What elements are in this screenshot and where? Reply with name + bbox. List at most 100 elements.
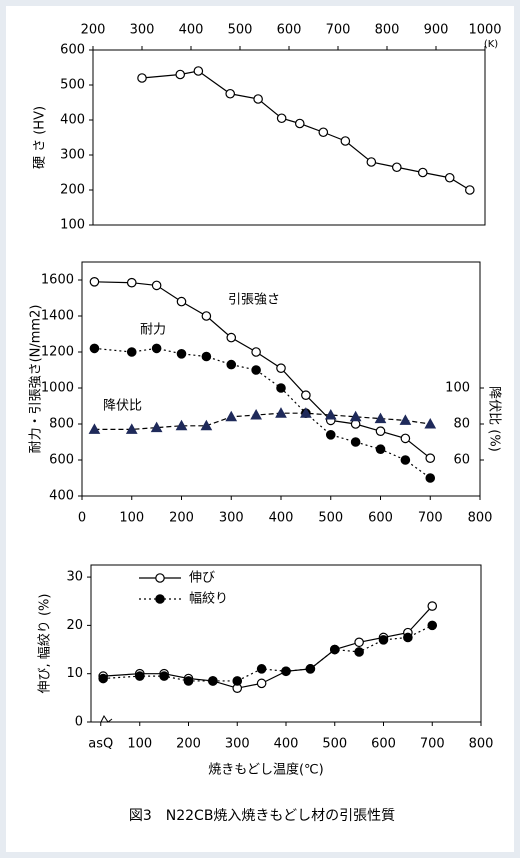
x-tick-label: 700 [326,23,351,38]
x-tick-label: 600 [371,737,396,752]
marker [201,351,212,362]
y-axis-title: 伸び, 幅絞り (%) [38,594,53,694]
marker [325,429,336,440]
x-tick-label: 800 [375,23,400,38]
y-tick-label: 600 [49,453,74,468]
marker [340,136,351,146]
marker [444,172,455,183]
marker [350,437,361,447]
series-label: 耐力 [140,323,166,338]
x-tick-label: 400 [269,511,294,526]
marker [126,347,137,357]
marker [391,162,402,173]
y-tick-label: 1200 [41,345,74,360]
marker [276,363,286,373]
marker [134,671,145,681]
x-tick-label: 100 [127,737,152,752]
marker [175,69,186,80]
legend-label: 伸び [189,571,215,586]
y-tick-label: 600 [60,43,85,58]
marker [301,390,311,400]
marker [399,414,412,425]
marker [354,647,364,657]
y-tick-label: 400 [49,489,74,504]
x-axis-title: 焼きもどし温度(℃) [208,762,323,778]
y-tick-label: 200 [60,183,85,198]
marker [403,632,413,643]
marker [374,412,387,424]
x-tick-label: 800 [469,737,494,752]
series-line [94,412,431,430]
marker [208,676,218,686]
marker [253,94,263,104]
y-tick-label: 800 [49,417,74,432]
marker [176,348,187,359]
x-tick-label: 1000 [468,23,501,38]
legend-marker [155,594,165,604]
x-tick-label: 500 [228,23,253,38]
marker [300,407,312,418]
x-axis-title: (K) [484,39,498,50]
y-tick-label: 20 [66,618,83,633]
x-tick-label: 700 [418,511,443,526]
marker [183,676,194,686]
marker [275,407,287,418]
x-tick-label: 400 [274,737,299,752]
marker [294,118,305,129]
marker [201,311,212,321]
x-tick-label: 500 [318,511,343,526]
marker [375,426,386,436]
marker [89,276,100,287]
marker [251,365,261,375]
legend-label: 幅絞り [189,592,228,607]
legend-marker [155,573,165,583]
marker [88,423,101,434]
y-tick-label: 1000 [41,381,74,396]
x-tick-label: 500 [322,737,347,752]
marker [305,664,316,674]
marker [366,157,377,167]
marker [89,343,100,354]
y-tick-label: 10 [66,666,83,681]
marker [349,410,362,422]
y2-tick-label: 100 [445,381,470,396]
x-tick-label: 300 [225,737,250,752]
x-tick-label: 0 [78,511,86,526]
x-tick-label: 900 [424,23,449,38]
x-tick-label: 400 [179,23,204,38]
marker [225,88,235,99]
y-tick-label: 0 [75,715,83,730]
x-tick-label: 800 [468,511,493,526]
x-tick-label: 200 [81,23,106,38]
marker [424,417,437,429]
marker [425,453,436,463]
marker [417,167,428,178]
marker [150,421,163,433]
y-tick-label: 30 [66,570,83,585]
marker [427,601,438,611]
marker [281,666,291,677]
marker [400,433,411,444]
y-axis-title: 硬 さ (HV) [33,106,48,169]
marker [200,419,213,431]
axis-break [100,715,113,723]
y-tick-label: 400 [60,113,85,128]
y-tick-label: 500 [60,78,85,93]
marker [276,113,287,124]
y-axis-title: 耐力・引張強さ(N/mm2) [29,305,44,454]
x-tick-label: 700 [420,737,445,752]
marker [159,671,169,681]
marker [256,678,267,689]
marker [232,676,243,686]
x-tick-label: 300 [130,23,155,38]
marker [400,455,411,465]
y2-tick-label: 60 [453,453,470,468]
marker [226,359,237,370]
x-tick-label: 600 [368,511,393,526]
y2-tick-label: 80 [453,417,470,432]
x-tick-label: 300 [219,511,244,526]
y-tick-label: 1400 [41,309,74,324]
marker [225,410,238,422]
marker [276,383,286,393]
